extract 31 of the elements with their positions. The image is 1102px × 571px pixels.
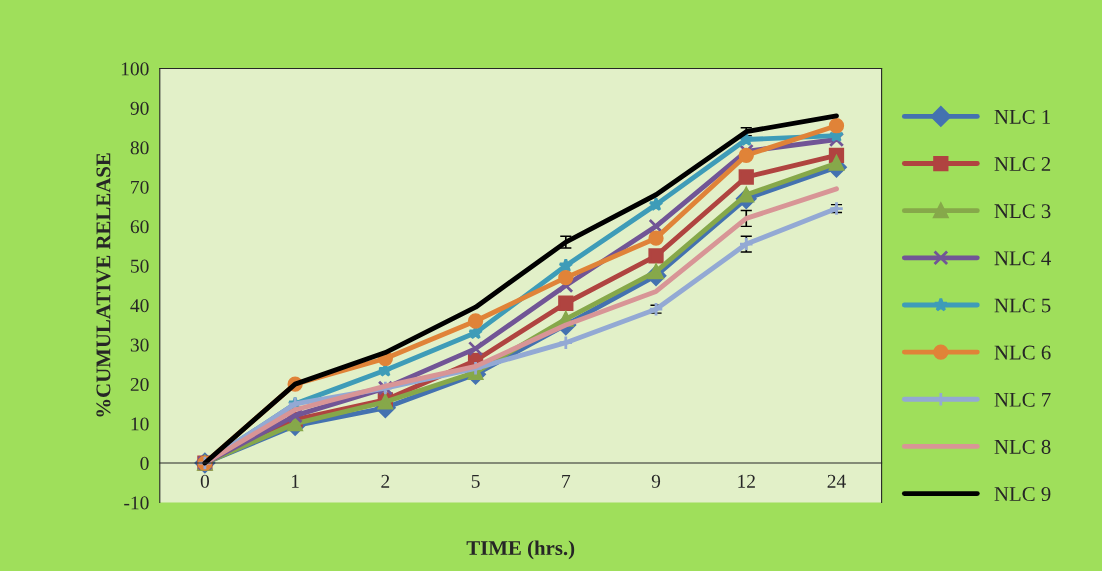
y-tick-label: 10: [131, 417, 149, 431]
x-tick-label: 9: [651, 474, 661, 488]
y-axis-title: %CUMULATIVE RELEASE: [96, 153, 111, 417]
x-tick-label: 2: [381, 474, 390, 488]
y-tick-label: 40: [130, 299, 149, 313]
legend-label: NLC 2: [994, 157, 1051, 172]
y-tick-label: 30: [130, 338, 149, 352]
x-tick-label: 0: [200, 474, 210, 488]
x-axis-title: TIME (hrs.): [466, 540, 575, 560]
y-tick-label: 50: [131, 259, 149, 273]
y-tick-label: 20: [130, 377, 149, 392]
y-tick-label: -10: [124, 496, 149, 510]
y-tick-label: 60: [130, 220, 149, 234]
x-tick-label: 12: [738, 474, 755, 488]
y-tick-label: 100: [121, 62, 149, 76]
x-tick-label: 7: [562, 474, 571, 488]
legend-label: NLC 4: [994, 251, 1051, 266]
y-tick-label: 70: [131, 180, 149, 194]
x-tick-label: 1: [291, 474, 299, 488]
y-tick-label: 80: [130, 141, 149, 155]
legend-label: NLC 9: [994, 487, 1051, 502]
x-tick-label: 24: [827, 474, 846, 488]
legend-label: NLC 6: [994, 345, 1051, 360]
y-tick-label: 0: [140, 456, 149, 470]
legend-label: NLC 5: [994, 298, 1051, 313]
legend-label: NLC 7: [994, 392, 1051, 407]
legend-label: NLC 3: [994, 204, 1051, 219]
legend-label: NLC 1: [994, 109, 1050, 124]
y-tick-label: 90: [130, 101, 149, 115]
legend-label: NLC 8: [994, 439, 1051, 454]
x-tick-label: 5: [471, 474, 480, 488]
